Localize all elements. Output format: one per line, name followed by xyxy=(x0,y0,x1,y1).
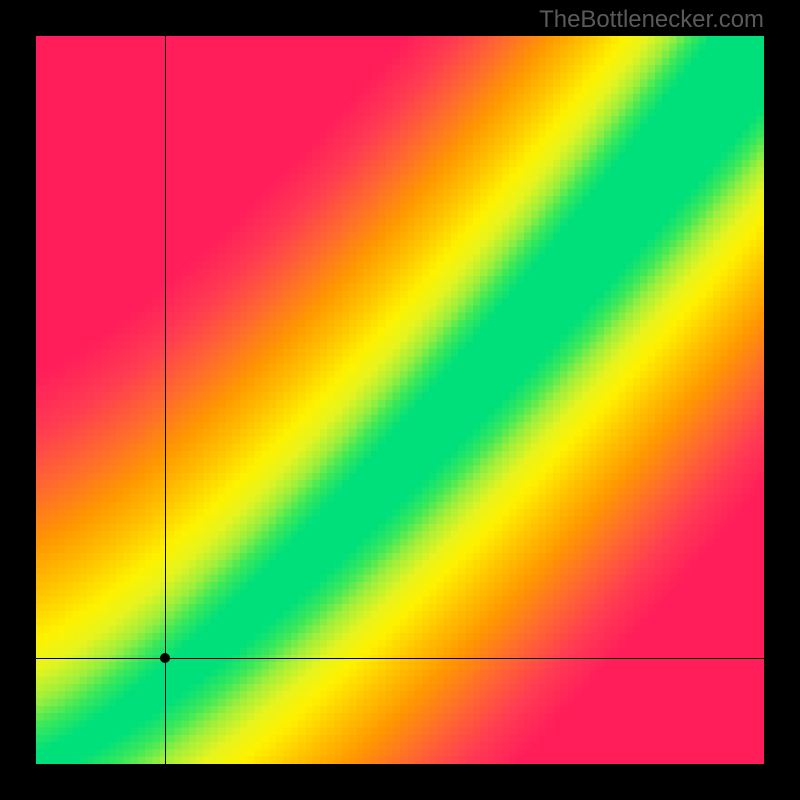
crosshair-marker-dot xyxy=(160,653,170,663)
bottleneck-heatmap xyxy=(36,36,764,764)
crosshair-horizontal-line xyxy=(36,658,764,659)
watermark-text: TheBottlenecker.com xyxy=(539,6,764,34)
